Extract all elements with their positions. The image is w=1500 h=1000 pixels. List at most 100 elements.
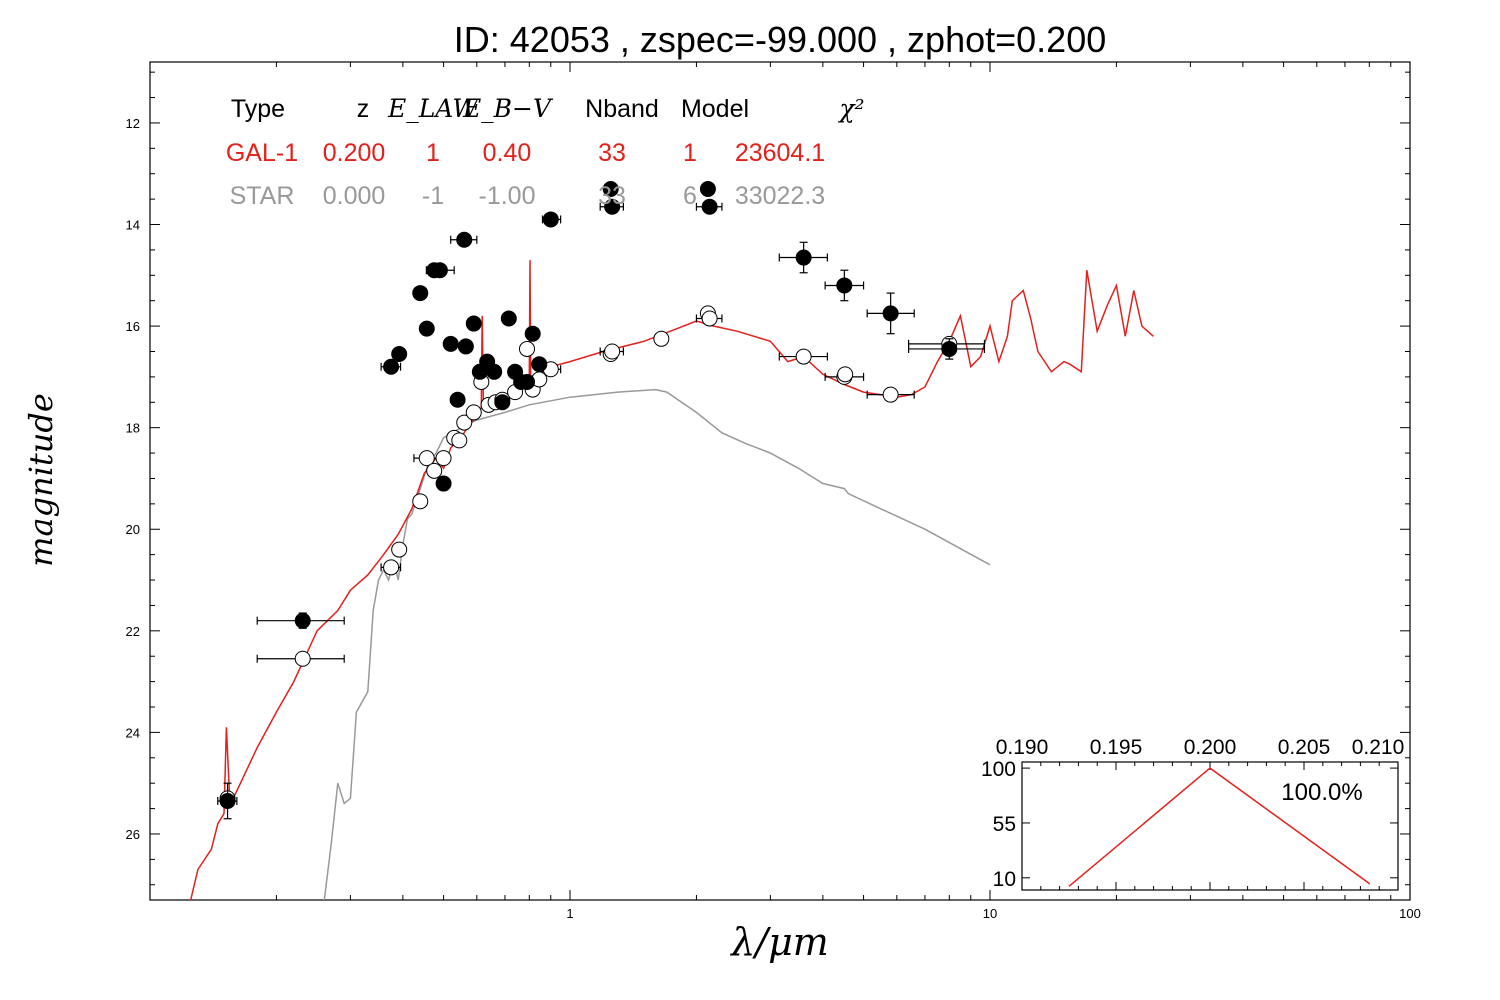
inset-x-tick-label: 0.210 <box>1352 736 1405 759</box>
fit-table-cell: 33 <box>598 139 626 167</box>
model-mag-point <box>519 340 536 357</box>
model-mag-point <box>380 559 402 576</box>
observed-mag-point <box>217 782 238 820</box>
model-mag-marker <box>795 348 812 365</box>
y-tick-label: 18 <box>126 421 140 436</box>
model-mag-marker <box>882 386 899 403</box>
observed-mag-point <box>457 338 474 355</box>
observed-mag-marker <box>457 338 474 355</box>
observed-mag-marker <box>701 198 718 215</box>
fit-table-cell: 1 <box>426 139 440 167</box>
model-mag-point <box>465 404 482 421</box>
fit-table-cell: 0.200 <box>323 139 386 167</box>
model-mag-marker <box>519 340 536 357</box>
model-mag-point <box>866 386 915 403</box>
observed-mag-point <box>435 475 452 492</box>
model-mag-marker <box>426 462 443 479</box>
fit-table-header: Nband <box>585 95 659 123</box>
observed-mag-point <box>425 262 455 279</box>
observed-mag-marker <box>418 320 435 337</box>
observed-mag-marker <box>795 249 812 266</box>
observed-mag-point <box>541 211 562 228</box>
observed-mag-point <box>695 198 723 215</box>
model-mag-marker <box>465 404 482 421</box>
y-tick-label: 14 <box>126 218 140 233</box>
x-tick-label: 10 <box>983 906 997 921</box>
observed-mag-marker <box>836 277 853 294</box>
observed-mag-point <box>418 320 435 337</box>
fit-table-cell: 1 <box>683 139 697 167</box>
plot-area <box>149 61 1411 901</box>
observed-mag-marker <box>519 373 536 390</box>
model-mag-point <box>426 462 443 479</box>
y-tick-label: 24 <box>126 725 140 740</box>
observed-mag-marker <box>431 262 448 279</box>
observed-mag-marker <box>294 612 311 629</box>
observed-mag-marker <box>383 358 400 375</box>
fit-table-header: Type <box>231 95 285 123</box>
fit-table-cell: 33 <box>598 182 626 210</box>
chart-title: ID: 42053 , zspec=-99.000 , zphot=0.200 <box>454 19 1106 60</box>
model-mag-point <box>412 493 429 510</box>
fit-table-cell: 0.000 <box>323 182 386 210</box>
observed-mag-point <box>380 358 402 375</box>
fit-table-cell: 33022.3 <box>735 182 825 210</box>
y-axis-label: magnitude <box>22 393 60 567</box>
inset-label: 100.0% <box>1281 779 1362 806</box>
observed-mag-marker <box>531 356 548 373</box>
observed-mag-point <box>778 241 828 274</box>
x-tick-label: 100 <box>1399 906 1421 921</box>
observed-mag-marker <box>412 285 429 302</box>
model-mag-point <box>413 450 441 467</box>
observed-mag-point <box>500 310 517 327</box>
model-mag-point <box>653 330 670 347</box>
y-tick-label: 26 <box>126 827 140 842</box>
x-tick-label: 1 <box>566 906 573 921</box>
model-mag-marker <box>456 414 473 431</box>
observed-mag-point <box>412 285 429 302</box>
model-mag-marker <box>412 493 429 510</box>
fit-table-header: E_B−V <box>462 94 554 123</box>
model-mag-marker <box>451 432 468 449</box>
model-mag-marker <box>701 310 718 327</box>
observed-mag-point <box>442 335 459 352</box>
x-axis-label: λ/μm <box>729 920 829 964</box>
model-mag-marker <box>383 559 400 576</box>
observed-mag-point <box>602 180 619 197</box>
model-mag-point <box>456 414 473 431</box>
observed-mag-marker <box>882 305 899 322</box>
model-mag-point <box>599 343 624 360</box>
observed-mag-point <box>531 356 548 373</box>
inset-frame <box>1021 761 1399 891</box>
observed-mag-point <box>599 198 624 215</box>
observed-mag-marker <box>699 180 716 197</box>
fit-table-cell: -1 <box>422 182 444 210</box>
fit-table-cell: GAL-1 <box>226 139 298 167</box>
model-curves <box>189 260 1154 901</box>
observed-mag-marker <box>391 346 408 363</box>
observed-mag-point <box>907 338 986 360</box>
observed-mag-marker <box>494 394 511 411</box>
fit-table-header: χ² <box>837 94 864 123</box>
model-mag-marker <box>294 650 311 667</box>
inset-pdf-curve <box>1068 767 1371 887</box>
fit-table-header: z <box>357 95 370 123</box>
observed-mag-marker <box>500 310 517 327</box>
model-mag-point <box>435 450 452 467</box>
model-mag-point <box>451 432 468 449</box>
model-mag-marker <box>653 330 670 347</box>
observed-mag-point <box>519 373 536 390</box>
observed-mag-marker <box>449 391 466 408</box>
model-mag-point <box>837 366 854 383</box>
inset-y-tick-label: 100 <box>981 758 1016 781</box>
observed-mag-marker <box>435 475 452 492</box>
inset-y-tick-label: 55 <box>993 813 1016 836</box>
fit-table-cell: STAR <box>230 182 295 210</box>
observed-mag-point <box>824 269 865 302</box>
fit-table-cell: -1.00 <box>479 182 536 210</box>
observed-mag-point <box>699 180 716 197</box>
galaxy-model-curve <box>189 260 1154 901</box>
model-mag-marker <box>837 366 854 383</box>
